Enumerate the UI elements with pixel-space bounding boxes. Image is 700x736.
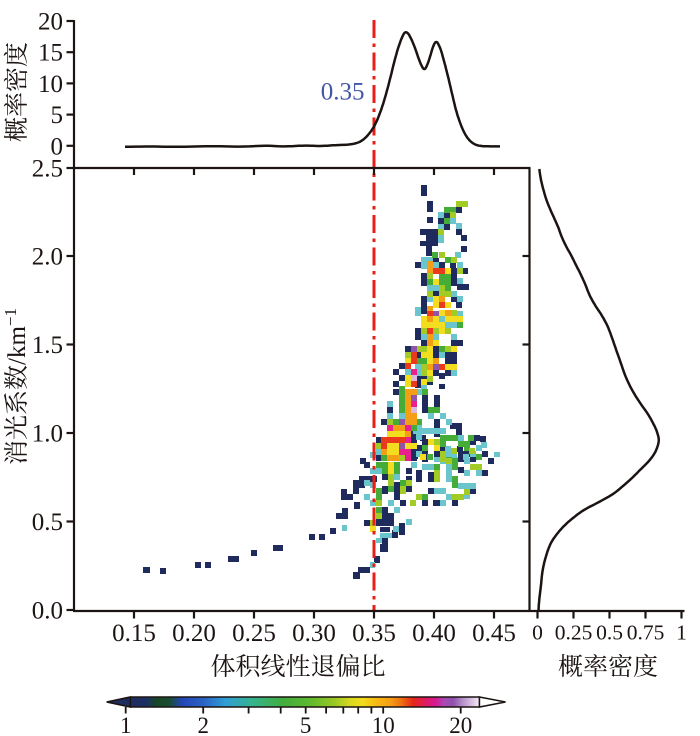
svg-text:/km−1: /km−1	[1, 308, 31, 365]
svg-text:0.35: 0.35	[352, 620, 396, 647]
svg-text:5: 5	[51, 102, 64, 129]
svg-text:1.0: 1.0	[32, 421, 63, 448]
svg-text:0.45: 0.45	[472, 620, 516, 647]
svg-text:2.0: 2.0	[32, 244, 63, 271]
svg-text:1: 1	[120, 713, 132, 736]
svg-text:0.25: 0.25	[555, 621, 593, 645]
svg-text:2: 2	[197, 713, 209, 736]
svg-text:0.5: 0.5	[596, 621, 623, 645]
svg-text:0.0: 0.0	[32, 598, 63, 625]
svg-text:15: 15	[38, 40, 63, 67]
svg-text:0.20: 0.20	[172, 620, 216, 647]
svg-text:0.5: 0.5	[32, 509, 63, 536]
svg-text:0.15: 0.15	[112, 620, 156, 647]
svg-text:2.5: 2.5	[32, 156, 63, 183]
svg-text:0.40: 0.40	[412, 620, 456, 647]
svg-text:0: 0	[51, 133, 64, 160]
svg-text:1: 1	[676, 621, 687, 645]
svg-text:10: 10	[38, 71, 63, 98]
svg-text:0.30: 0.30	[292, 620, 336, 647]
svg-text:20: 20	[38, 9, 63, 36]
svg-text:1.5: 1.5	[32, 332, 63, 359]
svg-text:0.35: 0.35	[321, 79, 365, 106]
svg-text:0: 0	[532, 621, 543, 645]
svg-text:20: 20	[449, 713, 472, 736]
svg-text:10: 10	[372, 713, 395, 736]
svg-text:5: 5	[300, 713, 312, 736]
svg-text:0.25: 0.25	[232, 620, 276, 647]
svg-text:0.75: 0.75	[627, 621, 665, 645]
